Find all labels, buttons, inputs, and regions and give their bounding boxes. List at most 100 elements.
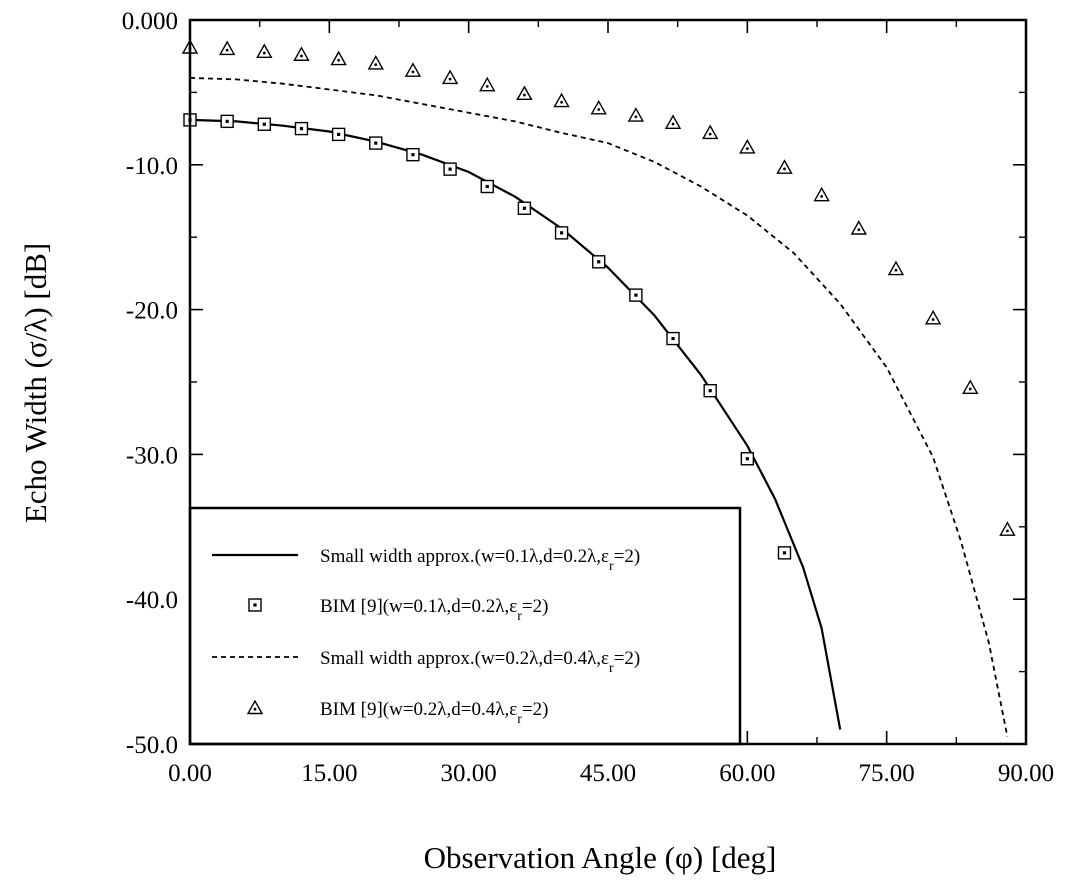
square-marker-dot [782, 551, 787, 555]
triangle-marker-dot [597, 108, 601, 111]
legend-swatch-triangle [246, 699, 264, 715]
triangle-marker-dot [225, 48, 229, 52]
triangle-marker-outline [739, 138, 756, 154]
series-4-point [887, 260, 905, 276]
plot-frame [188, 18, 1028, 746]
square-marker-dot [634, 293, 638, 297]
triangle-marker-dot [671, 122, 675, 126]
legend-label-subscript: r [517, 712, 522, 727]
series-2-point [220, 114, 234, 129]
series-2-point [331, 127, 346, 142]
triangle-marker-outline [218, 40, 236, 56]
series-2-point [740, 452, 755, 466]
series-2-point [369, 136, 383, 150]
x-tick-label: 0.00 [168, 760, 212, 787]
legend: Small width approx.(w=0.1λ,d=0.2λ,εr=2)B… [188, 506, 742, 746]
triangle-marker-dot [485, 84, 489, 88]
series-2-point [666, 331, 680, 346]
square-marker-dot [262, 122, 266, 126]
triangle-marker-dot [262, 51, 266, 55]
triangle-marker-dot [820, 195, 824, 198]
series-4-point [256, 43, 273, 59]
y-tick-label: -40.0 [126, 587, 178, 614]
triangle-marker-outline [553, 92, 570, 108]
legend-label-main: BIM [9](w=0.2λ,d=0.4λ,ε [320, 699, 517, 720]
square-marker-dot [559, 231, 564, 235]
triangle-marker-outline [887, 260, 905, 276]
x-axis-title: Observation Angle (φ) [deg] [424, 840, 777, 875]
y-tick-label: -30.0 [126, 442, 178, 469]
tick-labels: 0.00 15.00 30.00 45.00 60.00 75.00 90.00 0.000 -… [122, 8, 1054, 787]
triangle-marker-outline [924, 309, 942, 325]
legend-label-tail: =2) [522, 596, 549, 617]
y-tick-label: -20.0 [126, 298, 178, 325]
triangle-marker-outline [479, 76, 496, 92]
triangle-marker-outline [813, 186, 830, 202]
plot-series [181, 39, 1016, 737]
legend-label-main: Small width approx.(w=0.2λ,d=0.4λ,ε [320, 648, 609, 669]
triangle-marker-outline [441, 69, 459, 85]
square-marker-dot [745, 457, 749, 461]
series-4-point [441, 69, 459, 85]
triangle-marker-dot [300, 54, 303, 58]
legend-label-subscript: r [517, 609, 522, 624]
series-2-point [554, 226, 569, 240]
series-2-point [480, 179, 494, 194]
series-4-point [776, 159, 793, 174]
legend-label-tail: =2) [522, 699, 549, 720]
series-3-line [190, 77, 1009, 737]
series-4-point [924, 309, 942, 325]
series-4-point [479, 76, 496, 92]
series-4-point [293, 46, 310, 61]
triangle-marker-outline [776, 159, 793, 174]
x-tick-label: 15.00 [301, 760, 357, 787]
triangle-marker-outline [404, 62, 422, 77]
triangle-marker-dot [374, 63, 378, 67]
triangle-marker-dot [253, 707, 257, 711]
triangle-marker-outline [293, 46, 310, 61]
series-2-point [592, 255, 606, 269]
legend-label-tail: =2) [614, 648, 641, 669]
legend-entry-label: BIM [9](w=0.1λ,d=0.2λ,εr=2) [320, 596, 548, 624]
series-2-point [443, 162, 457, 176]
series-4-point [701, 124, 719, 140]
triangle-marker-dot [1006, 529, 1009, 533]
legend-box [188, 506, 742, 746]
x-tick-label: 90.00 [998, 760, 1054, 787]
square-marker-dot [299, 127, 304, 131]
legend-entry-label: Small width approx.(w=0.1λ,d=0.2λ,εr=2) [320, 546, 640, 574]
series-4-point [367, 55, 384, 70]
square-marker-dot [253, 603, 257, 607]
series-2-point [257, 117, 272, 131]
triangle-marker-dot [931, 318, 935, 321]
triangle-marker-dot [968, 387, 972, 391]
legend-entry-label: BIM [9](w=0.2λ,d=0.4λ,εr=2) [320, 699, 548, 727]
triangle-marker-outline [330, 50, 347, 66]
triangle-marker-dot [894, 268, 898, 272]
series-2-point [777, 546, 792, 560]
series-4-point [850, 220, 867, 235]
series-4-point [999, 521, 1016, 536]
triangle-marker-dot [634, 115, 638, 119]
square-marker-dot [671, 336, 675, 341]
series-2-point [629, 288, 643, 302]
square-marker-dot [337, 132, 341, 136]
triangle-marker-outline [256, 43, 273, 59]
y-tick-label: 0.000 [122, 8, 178, 35]
series-4-point [590, 99, 607, 115]
square-marker-dot [225, 119, 229, 123]
triangle-marker-outline [246, 699, 264, 715]
series-4-point [664, 114, 682, 130]
series-2-point [406, 147, 420, 162]
series-2-point [517, 201, 532, 215]
legend-label-subscript: r [609, 559, 614, 574]
triangle-marker-dot [523, 93, 526, 97]
square-marker-dot [485, 184, 489, 189]
series-4-point [627, 107, 645, 122]
legend-label-main: Small width approx.(w=0.1λ,d=0.2λ,ε [320, 546, 609, 567]
square-marker-dot [708, 389, 712, 393]
legend-label-main: BIM [9](w=0.1λ,d=0.2λ,ε [320, 596, 517, 617]
triangle-marker-outline [701, 124, 719, 140]
series-4-point [404, 62, 422, 77]
